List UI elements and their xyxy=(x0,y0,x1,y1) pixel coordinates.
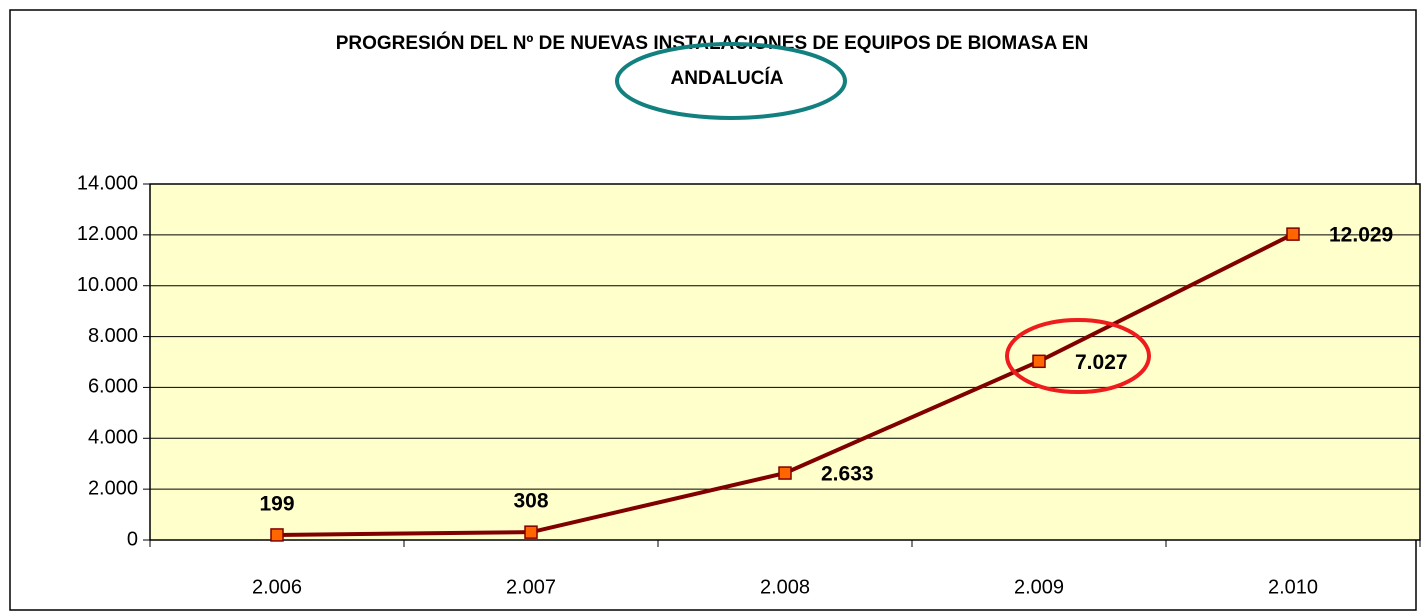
marker xyxy=(1286,227,1300,241)
x-tick-label: 2.010 xyxy=(1268,576,1318,598)
x-tick-label: 2.008 xyxy=(760,576,810,598)
y-tick-label: 4.000 xyxy=(88,427,138,449)
y-tick-label: 14.000 xyxy=(77,172,138,194)
y-tick-label: 12.000 xyxy=(77,223,138,245)
value-label: 7.027 xyxy=(1075,351,1128,374)
plot-area xyxy=(149,183,1421,541)
marker xyxy=(1032,354,1046,369)
y-tick-label: 0 xyxy=(127,528,138,550)
x-tick-label: 2.009 xyxy=(1014,576,1064,598)
highlight-ellipse xyxy=(1005,318,1151,394)
y-tick-label: 10.000 xyxy=(77,274,138,296)
value-label: 308 xyxy=(513,490,548,513)
value-label: 12.029 xyxy=(1329,224,1393,247)
chart-title: ANDALUCÍA xyxy=(671,67,784,89)
highlight-ellipse xyxy=(615,42,847,120)
value-label: 199 xyxy=(259,492,294,515)
x-tick-label: 2.006 xyxy=(252,576,302,598)
marker xyxy=(778,466,792,480)
marker xyxy=(270,528,284,542)
x-tick-label: 2.007 xyxy=(506,576,556,598)
marker xyxy=(524,525,538,539)
y-tick-label: 6.000 xyxy=(88,376,138,398)
y-tick-label: 2.000 xyxy=(88,477,138,499)
value-label: 2.633 xyxy=(821,463,874,486)
y-tick-label: 8.000 xyxy=(88,325,138,347)
